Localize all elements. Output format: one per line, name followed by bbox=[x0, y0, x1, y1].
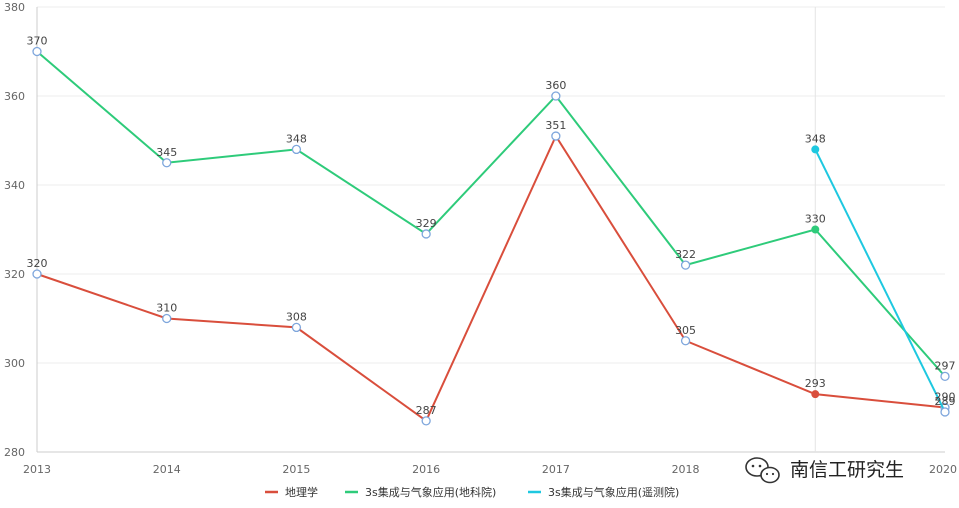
data-point bbox=[551, 131, 561, 141]
data-label: 308 bbox=[286, 310, 307, 323]
y-tick-label: 360 bbox=[4, 90, 25, 103]
data-label: 345 bbox=[156, 146, 177, 159]
legend-label: 3s集成与气象应用(遥测院) bbox=[548, 485, 679, 499]
data-point bbox=[811, 225, 820, 234]
legend-label: 3s集成与气象应用(地科院) bbox=[365, 485, 496, 499]
wechat-icon bbox=[745, 457, 780, 484]
legend-item-2[interactable]: 3s集成与气象应用(遥测院) bbox=[528, 485, 679, 499]
watermark-text: 南信工研究生 bbox=[790, 459, 904, 481]
y-tick-label: 340 bbox=[4, 179, 25, 192]
data-label: 290 bbox=[935, 391, 956, 404]
data-label: 348 bbox=[286, 132, 307, 145]
data-label: 329 bbox=[416, 217, 437, 230]
data-point bbox=[811, 145, 820, 154]
x-tick-label: 2014 bbox=[153, 463, 181, 476]
data-point bbox=[162, 313, 172, 324]
data-label: 310 bbox=[156, 302, 177, 315]
x-tick-label: 2020 bbox=[929, 463, 957, 476]
data-label: 289 bbox=[935, 395, 956, 408]
x-tick-label: 2015 bbox=[282, 463, 310, 476]
data-label: 320 bbox=[27, 257, 48, 270]
x-tick-label: 2018 bbox=[672, 463, 700, 476]
data-label: 322 bbox=[675, 248, 696, 261]
data-label: 297 bbox=[935, 359, 956, 372]
data-point bbox=[680, 336, 691, 346]
data-point bbox=[811, 390, 820, 399]
grid-lines bbox=[37, 6, 945, 453]
data-labels-layer: 320 310 308 287 351 305 293 290 370 345 348 329 360 3… bbox=[27, 35, 956, 417]
data-label: 370 bbox=[27, 35, 48, 48]
data-point bbox=[421, 416, 431, 426]
data-label: 305 bbox=[675, 324, 696, 337]
legend-label: 地理学 bbox=[285, 485, 318, 499]
data-label: 348 bbox=[805, 132, 826, 145]
data-point bbox=[680, 260, 691, 270]
data-point bbox=[162, 158, 172, 168]
x-tick-label: 2013 bbox=[23, 463, 51, 476]
x-tick-label: 2016 bbox=[412, 463, 440, 476]
data-label: 293 bbox=[805, 377, 826, 390]
series-line-0 bbox=[36, 133, 946, 423]
y-tick-label: 300 bbox=[4, 357, 25, 370]
y-tick-label: 380 bbox=[4, 1, 25, 14]
data-point bbox=[291, 144, 302, 155]
data-point bbox=[940, 407, 950, 417]
axes: 280 300 320 340 360 380 2013 2014 2015 2016 2017 20… bbox=[4, 1, 957, 476]
watermark: 南信工研究生 bbox=[745, 457, 904, 484]
data-point bbox=[421, 229, 431, 239]
series-layer bbox=[32, 46, 950, 426]
data-point bbox=[32, 269, 42, 279]
data-label: 330 bbox=[805, 213, 826, 226]
data-point bbox=[32, 46, 42, 57]
series-line-2 bbox=[814, 148, 946, 413]
data-label: 351 bbox=[545, 119, 566, 132]
y-tick-label: 320 bbox=[4, 268, 25, 281]
series-line-1 bbox=[36, 50, 946, 378]
legend-item-1[interactable]: 3s集成与气象应用(地科院) bbox=[345, 485, 496, 499]
legend-item-0[interactable]: 地理学 bbox=[265, 485, 318, 499]
x-tick-label: 2017 bbox=[542, 463, 570, 476]
y-tick-label: 280 bbox=[4, 446, 25, 459]
data-label: 287 bbox=[416, 404, 437, 417]
legend[interactable]: 地理学 3s集成与气象应用(地科院) 3s集成与气象应用(遥测院) bbox=[265, 485, 679, 499]
data-point bbox=[291, 322, 302, 333]
data-label: 360 bbox=[545, 79, 566, 92]
data-point bbox=[940, 371, 950, 382]
data-point bbox=[551, 91, 561, 101]
